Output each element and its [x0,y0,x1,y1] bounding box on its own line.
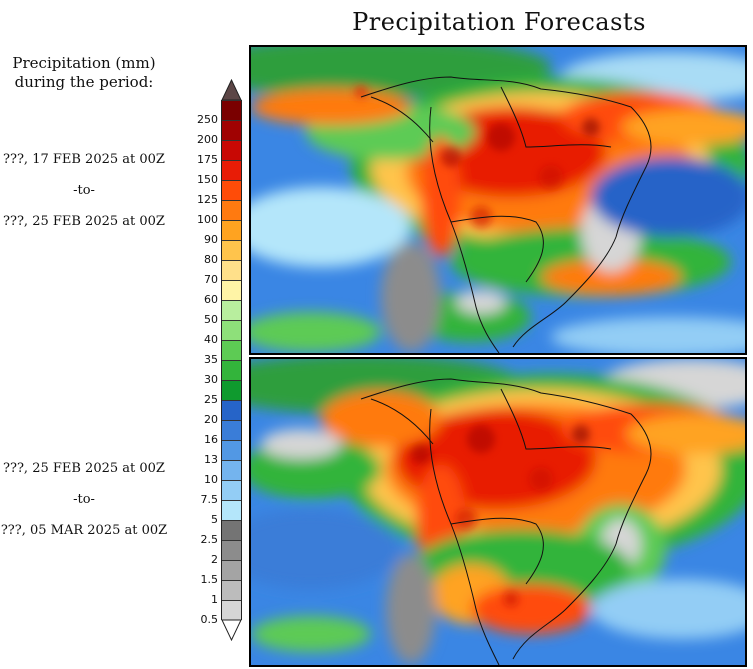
colorbar-tick-label: 2 [211,553,218,566]
colorbar-tick-label: 90 [204,233,218,246]
colorbar-tick-label: 0.5 [200,613,219,626]
colorbar-swatch [222,220,241,240]
colorbar-tick-label: 100 [197,213,218,226]
legend-heading-line2: during the period: [14,73,154,91]
colorbar-tick-label: 125 [197,193,218,206]
colorbar-swatch [222,520,241,540]
colorbar-max-arrow [221,79,242,101]
colorbar-tick-label: 13 [204,453,218,466]
colorbar-swatch [222,300,241,320]
colorbar-tick-label: 150 [197,173,218,186]
colorbar-swatch [222,120,241,140]
colorbar-tick-label: 175 [197,153,218,166]
colorbar-swatch [222,380,241,400]
period-2-end: ???, 05 MAR 2025 at 00Z [0,523,168,538]
period-1-start: ???, 17 FEB 2025 at 00Z [3,152,165,167]
colorbar-tick-label: 16 [204,433,218,446]
colorbar-swatch [222,400,241,420]
precip-map-2 [251,359,745,665]
colorbar-tick-label: 25 [204,393,218,406]
colorbar-swatch [222,440,241,460]
period-2-start: ???, 25 FEB 2025 at 00Z [3,461,165,476]
colorbar-min-arrow [221,619,242,641]
legend-heading: Precipitation (mm) during the period: [0,54,168,92]
colorbar-tick-label: 1 [211,593,218,606]
colorbar-tick-label: 30 [204,373,218,386]
precip-map-1 [251,47,745,353]
colorbar-tick-label: 40 [204,333,218,346]
colorbar-swatch [222,200,241,220]
page-title: Precipitation Forecasts [352,8,646,36]
precipitation-colorbar [221,100,242,620]
colorbar-swatch [222,320,241,340]
colorbar-swatch [222,160,241,180]
period-1-label: ???, 17 FEB 2025 at 00Z -to- ???, 25 FEB… [0,144,168,237]
colorbar-swatch [222,460,241,480]
colorbar-swatch [222,480,241,500]
colorbar-swatch [222,100,241,120]
colorbar-tick-label: 250 [197,113,218,126]
colorbar-swatch [222,600,241,620]
period-1-separator: -to- [73,183,95,198]
period-1-end: ???, 25 FEB 2025 at 00Z [3,214,165,229]
colorbar-swatch [222,540,241,560]
colorbar-tick-label: 60 [204,293,218,306]
colorbar-swatch [222,500,241,520]
colorbar-swatch [222,360,241,380]
colorbar-tick-label: 1.5 [200,573,219,586]
colorbar-swatch [222,280,241,300]
period-2-label: ???, 25 FEB 2025 at 00Z -to- ???, 05 MAR… [0,453,168,546]
colorbar-swatch [222,420,241,440]
legend-heading-line1: Precipitation (mm) [12,54,156,72]
colorbar-swatch [222,560,241,580]
colorbar-swatch [222,340,241,360]
colorbar-tick-label: 35 [204,353,218,366]
colorbar-swatch [222,580,241,600]
forecast-map-period-2[interactable] [249,357,747,667]
forecast-map-period-1[interactable] [249,45,747,355]
colorbar-swatch [222,180,241,200]
colorbar-swatch [222,260,241,280]
colorbar-tick-label: 20 [204,413,218,426]
colorbar-tick-label: 50 [204,313,218,326]
colorbar-tick-label: 200 [197,133,218,146]
colorbar-swatch [222,240,241,260]
colorbar-tick-label: 7.5 [200,493,219,506]
colorbar-tick-label: 80 [204,253,218,266]
period-2-separator: -to- [73,492,95,507]
colorbar-tick-label: 5 [211,513,218,526]
colorbar-swatch [222,140,241,160]
colorbar-tick-label: 70 [204,273,218,286]
colorbar-tick-label: 2.5 [200,533,219,546]
colorbar-tick-label: 10 [204,473,218,486]
